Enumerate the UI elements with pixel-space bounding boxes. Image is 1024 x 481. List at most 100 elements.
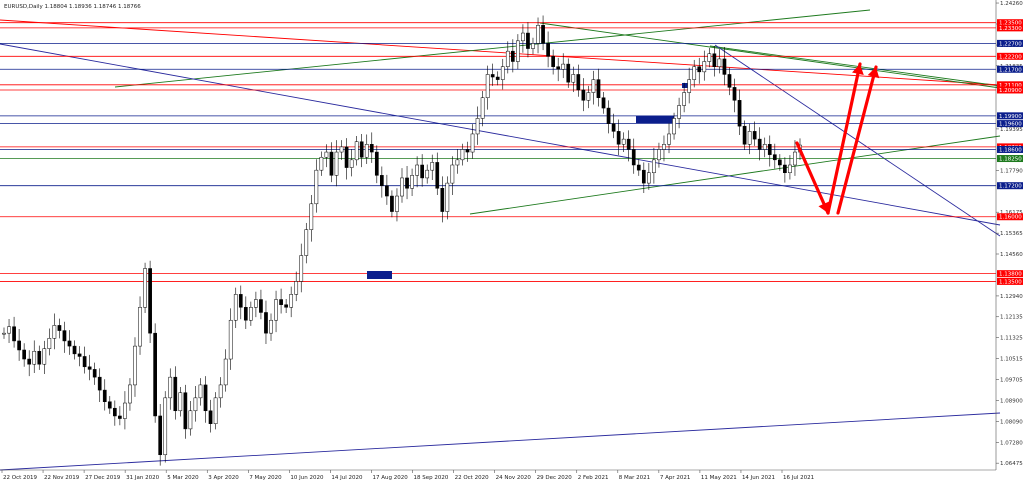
price-level-tag bbox=[997, 155, 1023, 163]
price-tick-label: 1.08090 bbox=[1000, 419, 1023, 425]
time-axis: 22 Oct 2019 22 Nov 2019 27 Dec 2019 31 Jan … bbox=[1, 470, 814, 481]
candle-body bbox=[566, 63, 571, 83]
candle-body bbox=[143, 268, 147, 308]
time-tick-label: 2 Feb 2021 bbox=[578, 475, 609, 481]
candle-body bbox=[264, 312, 268, 334]
candle-body bbox=[395, 195, 399, 212]
candle-body bbox=[490, 74, 495, 78]
candle-body bbox=[571, 74, 576, 83]
candle-body bbox=[747, 131, 752, 145]
candle-body bbox=[526, 32, 530, 49]
candle-body bbox=[652, 159, 656, 174]
price-tick-label: 1.12940 bbox=[1000, 294, 1023, 300]
candle-body bbox=[339, 146, 344, 153]
time-tick-label: 22 Nov 2019 bbox=[44, 475, 80, 481]
forecast-arrow bbox=[795, 141, 830, 215]
candle-body bbox=[198, 384, 203, 399]
candle-body bbox=[692, 66, 697, 80]
candle-body bbox=[223, 358, 228, 386]
price-tick-label: 1.24260 bbox=[1000, 1, 1023, 7]
candle-body bbox=[732, 87, 737, 101]
candle-body bbox=[586, 92, 591, 101]
price-level-label: 1.19600 bbox=[999, 122, 1022, 128]
timeframe-label: Daily bbox=[29, 4, 44, 10]
price-level-label: 1.19900 bbox=[999, 114, 1022, 120]
time-tick-label: 16 Jul 2021 bbox=[783, 475, 814, 481]
candle-body bbox=[218, 384, 223, 399]
candle-body bbox=[677, 105, 681, 119]
candle-body bbox=[62, 330, 67, 342]
candle-body bbox=[657, 149, 661, 161]
candle-body bbox=[611, 123, 616, 132]
time-tick-label: 18 Sep 2020 bbox=[414, 475, 449, 481]
price-level-label: 1.23300 bbox=[999, 26, 1022, 32]
candle-body bbox=[450, 164, 455, 184]
candle-body bbox=[541, 25, 545, 44]
candle-body bbox=[97, 376, 102, 391]
price-tick-label: 1.14560 bbox=[1000, 252, 1023, 258]
candle-body bbox=[324, 151, 329, 158]
candle-body bbox=[561, 63, 566, 70]
candle-body bbox=[289, 294, 294, 308]
candle-body bbox=[647, 172, 651, 184]
price-level-label: 1.18600 bbox=[999, 147, 1022, 153]
candle-body bbox=[777, 159, 782, 166]
candle-body bbox=[92, 369, 97, 378]
candle-body bbox=[153, 332, 157, 417]
candle-body bbox=[238, 294, 243, 308]
price-tick-label: 1.15365 bbox=[1000, 231, 1023, 237]
candle-body bbox=[581, 89, 586, 101]
candle-body bbox=[536, 25, 540, 44]
candle-body bbox=[128, 384, 132, 404]
candle-body bbox=[178, 392, 183, 412]
price-tick-label: 1.11325 bbox=[1000, 336, 1023, 342]
supply-demand-zone bbox=[682, 83, 691, 88]
candle-body bbox=[591, 79, 596, 93]
price-level-tag bbox=[997, 120, 1023, 128]
candle-body bbox=[722, 58, 727, 75]
price-level-label: 1.18250 bbox=[999, 157, 1022, 163]
candle-body bbox=[737, 100, 742, 127]
candle-body bbox=[112, 407, 117, 417]
candle-body bbox=[334, 151, 339, 176]
candle-body bbox=[228, 319, 233, 360]
zones-layer bbox=[367, 83, 691, 279]
candle-body bbox=[47, 338, 52, 349]
candle-body bbox=[445, 182, 450, 212]
candle-body bbox=[576, 74, 581, 91]
candle-body bbox=[233, 294, 238, 321]
candle-body bbox=[772, 154, 777, 161]
candle-body bbox=[173, 376, 178, 412]
price-tick-label: 1.19395 bbox=[1000, 127, 1023, 133]
time-tick-label: 31 Jan 2020 bbox=[126, 475, 159, 481]
candle-body bbox=[697, 66, 702, 73]
candle-body bbox=[7, 326, 11, 334]
candle-body bbox=[556, 66, 561, 70]
candle-body bbox=[521, 32, 525, 42]
price-level-tag bbox=[997, 81, 1023, 89]
candle-body bbox=[460, 149, 465, 161]
candle-body bbox=[344, 146, 349, 168]
time-tick-label: 7 Apr 2021 bbox=[660, 475, 691, 481]
candle-body bbox=[279, 299, 283, 305]
candle-body bbox=[712, 53, 717, 67]
time-tick-label: 11 May 2021 bbox=[701, 475, 737, 481]
candle-body bbox=[793, 151, 797, 166]
candle-body bbox=[359, 141, 364, 158]
price-tick-label: 1.07280 bbox=[1000, 440, 1023, 446]
price-level-tag bbox=[997, 19, 1023, 27]
candle-body bbox=[425, 169, 430, 179]
time-tick-label: 24 Nov 2020 bbox=[496, 475, 532, 481]
candle-body bbox=[37, 351, 42, 365]
trend-line bbox=[469, 135, 1001, 215]
candle-body bbox=[27, 358, 32, 365]
candle-body bbox=[435, 162, 440, 189]
price-level-label: 1.16000 bbox=[999, 215, 1022, 221]
price-level-label: 1.21700 bbox=[999, 67, 1022, 73]
candle-body bbox=[299, 255, 304, 282]
arrow-shaft bbox=[795, 141, 830, 215]
candle-body bbox=[631, 149, 636, 166]
price-tick-label: 1.16175 bbox=[1000, 210, 1023, 216]
